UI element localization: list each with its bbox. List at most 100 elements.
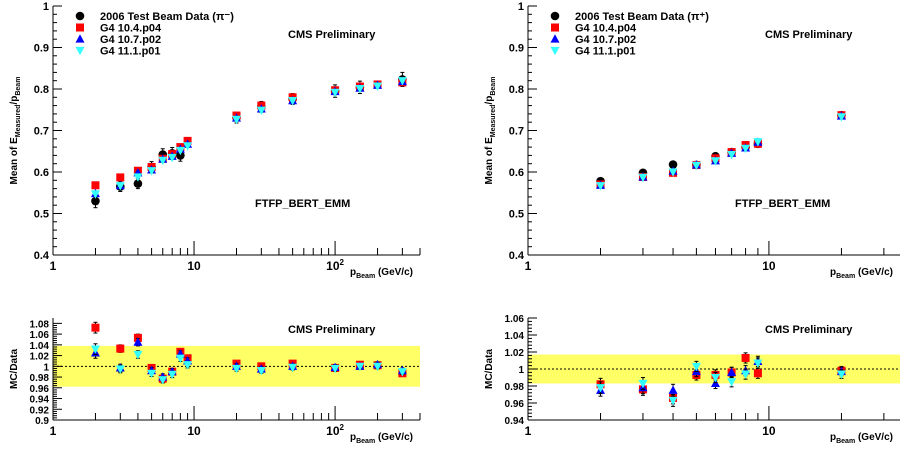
series-2006-test-beam-data- (596, 110, 846, 186)
data-point-triangle-down (75, 46, 85, 56)
data-point-triangle-down (133, 350, 143, 360)
legend-entry: G4 11.1.p01 (100, 46, 161, 58)
x-tick-label: 10 (187, 259, 201, 273)
data-point-triangle-down (167, 370, 177, 380)
series-g4-11-1-p01 (596, 113, 846, 191)
data-point-triangle-down (232, 364, 241, 374)
x-tick-label: 1 (50, 424, 57, 438)
data-point-triangle-down (158, 376, 168, 385)
data-point-square (741, 353, 750, 362)
data-point-square (76, 23, 84, 32)
y-tick-label: 0.98 (30, 373, 50, 384)
data-point-triangle-down (727, 378, 737, 387)
data-point-triangle-down (183, 142, 193, 151)
data-point-square (116, 344, 125, 353)
data-point-triangle-down (373, 362, 383, 372)
series-g4-11-1-p01 (90, 343, 407, 385)
x-tick-label: 102 (326, 258, 344, 273)
data-point-square (91, 181, 100, 190)
y-tick-label: 1 (43, 1, 49, 13)
physics-list-label: FTFP_BERT_EMM (255, 198, 350, 210)
legend-entry: 2006 Test Beam Data (π⁻) (100, 11, 234, 23)
y-tick-label: 0.7 (34, 126, 49, 138)
y-axis-title: MC/Data (9, 349, 20, 389)
data-point-triangle-down (727, 150, 737, 160)
data-point-triangle-down (330, 364, 340, 374)
y-tick-label: 0.9 (34, 43, 49, 55)
y-tick-label: 0.4 (509, 250, 525, 262)
data-point-triangle-down (836, 113, 846, 122)
data-point-circle (91, 196, 100, 206)
data-point-triangle-down (355, 362, 365, 372)
series-g4-10-7-p02 (596, 111, 846, 189)
data-point-triangle-down (256, 106, 266, 115)
data-point-triangle-down (668, 396, 678, 406)
data-point-triangle-down (175, 354, 185, 364)
data-point-circle (133, 179, 143, 188)
x-axis-title: pBeam (GeV/c) (830, 267, 893, 280)
y-tick-label: 1.02 (505, 348, 525, 359)
data-point-circle (668, 160, 678, 169)
x-tick-label: 10 (762, 424, 776, 438)
data-point-square (753, 369, 762, 378)
data-point-triangle-down (90, 190, 100, 199)
data-point-circle (550, 11, 560, 21)
x-axis-title: pBeam (GeV/c) (350, 267, 413, 280)
x-tick-label: 1 (50, 259, 57, 273)
series-2006-test-beam-data- (91, 71, 407, 209)
data-point-triangle-down (115, 182, 125, 191)
chart-panel-bottom-right: 0.94 0.96 0.98 1 1.02 1.04 1.06 1 10 pBeam (GeV/c… (484, 314, 900, 445)
legend-entry: 2006 Test Beam Data (π⁺) (575, 11, 709, 23)
y-tick-label: 0.4 (34, 250, 50, 262)
data-point-triangle (550, 34, 560, 43)
y-tick-label: 0.6 (34, 167, 49, 179)
data-point-triangle-down (158, 156, 168, 166)
y-tick-label: 1.02 (30, 352, 50, 363)
data-point-triangle-down (638, 173, 648, 183)
series-g4-11-1-p01 (596, 357, 846, 407)
data-point-square (91, 323, 100, 332)
data-point-triangle-down (741, 370, 751, 379)
y-tick-label: 1.06 (505, 314, 525, 325)
legend-entry: G4 11.1.p01 (575, 46, 636, 58)
data-point-triangle-down (90, 345, 100, 354)
cms-preliminary-label: CMS Preliminary (765, 29, 853, 41)
y-tick-label: 1 (43, 362, 49, 373)
y-tick-label: 0.98 (505, 382, 525, 393)
data-point-triangle-down (397, 77, 407, 86)
y-tick-label: 1.08 (30, 319, 50, 330)
series-g4-11-1-p01 (90, 77, 407, 199)
series-g4-10-4-p04 (596, 111, 846, 189)
x-tick-label: 10 (187, 424, 201, 438)
data-point-triangle-down (836, 370, 846, 379)
data-point-triangle-down (355, 84, 365, 94)
data-point-triangle-down (710, 157, 720, 166)
y-tick-label: 0.9 (35, 416, 49, 427)
y-tick-label: 0.96 (505, 399, 525, 410)
x-tick-label: 1 (525, 259, 532, 273)
y-tick-label: 0.5 (509, 209, 524, 221)
y-tick-label: 0.7 (509, 126, 524, 138)
data-point-triangle-down (596, 182, 606, 191)
y-axis-title: Mean of EMeasured/pBeam (484, 77, 497, 185)
y-tick-label: 1.04 (505, 331, 525, 342)
y-tick-label: 0.6 (509, 167, 524, 179)
data-point-triangle-down (232, 115, 241, 125)
cms-preliminary-label: CMS Preliminary (288, 29, 376, 41)
cms-preliminary-label: CMS Preliminary (765, 324, 853, 336)
data-point-circle (75, 11, 85, 21)
data-point-triangle-down (753, 138, 763, 147)
data-point-triangle-down (668, 168, 678, 177)
x-axis-title: pBeam (GeV/c) (830, 432, 893, 445)
y-tick-label: 1 (518, 1, 524, 13)
y-axis-title: MC/Data (484, 349, 495, 389)
data-point-triangle (727, 367, 737, 376)
cms-preliminary-label: CMS Preliminary (288, 324, 376, 336)
y-tick-label: 0.5 (34, 209, 49, 221)
data-point-triangle (75, 34, 85, 43)
data-point-triangle-down (288, 97, 298, 106)
data-point-triangle-down (397, 368, 407, 377)
data-point-triangle (133, 337, 143, 346)
